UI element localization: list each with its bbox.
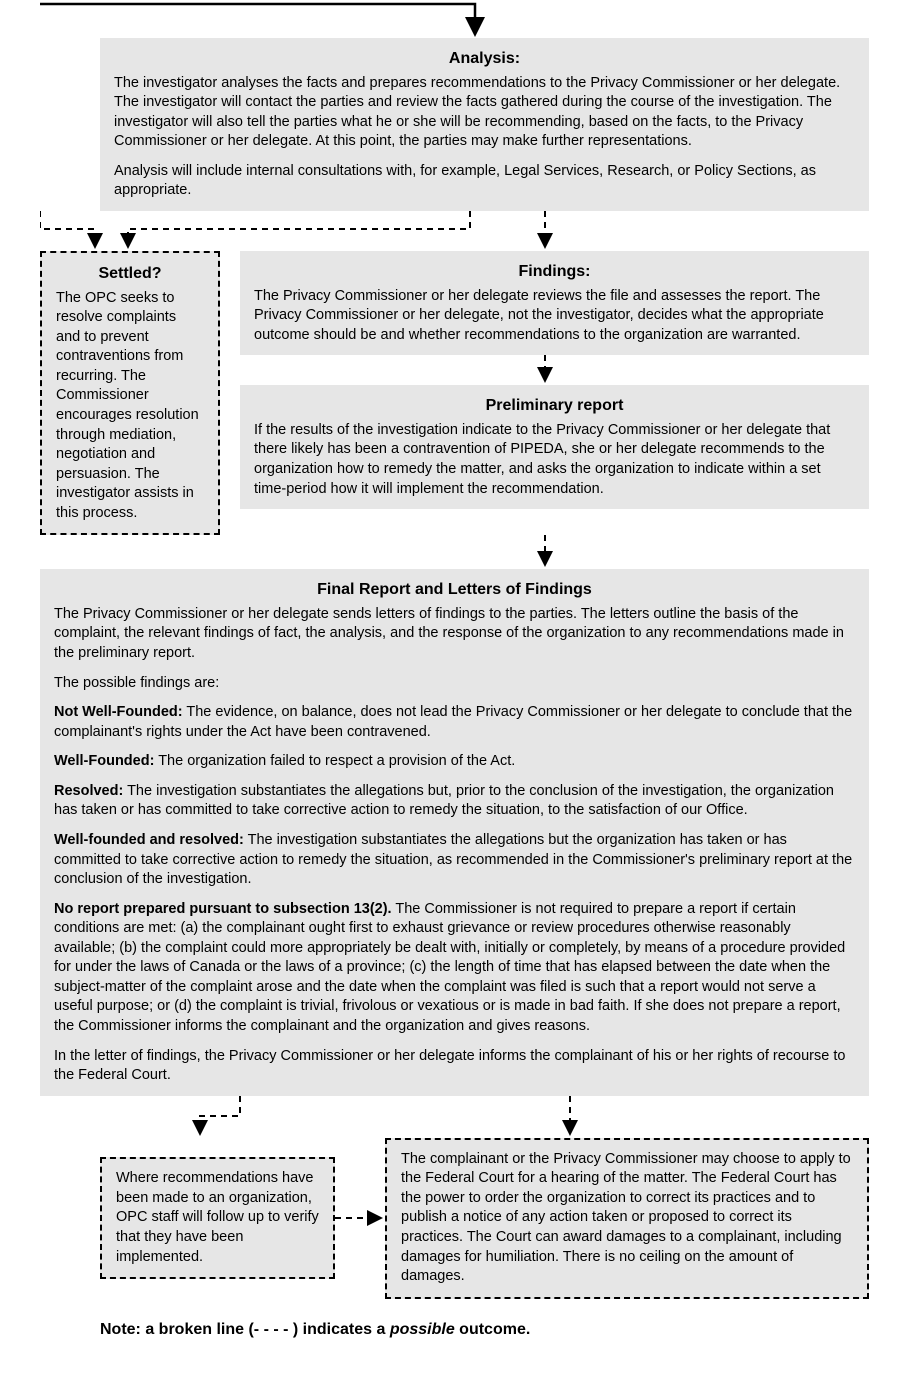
arrow-followup-to-court [335, 1208, 385, 1228]
prelim-body: If the results of the investigation indi… [254, 421, 855, 499]
bottom-row: Where recommendations have been made to … [100, 1138, 869, 1299]
court-box: The complainant or the Privacy Commissio… [385, 1138, 869, 1299]
final-nr: No report prepared pursuant to subsectio… [54, 900, 855, 1037]
prelim-box: Preliminary report If the results of the… [240, 385, 869, 509]
settled-title: Settled? [56, 263, 204, 285]
analysis-box: Analysis: The investigator analyses the … [100, 38, 869, 211]
arrow-top-entry [40, 0, 869, 38]
findings-body: The Privacy Commissioner or her delegate… [254, 287, 855, 346]
settled-body: The OPC seeks to resolve complaints and … [56, 289, 204, 524]
arrow-findings-to-prelim [240, 355, 869, 385]
settled-box: Settled? The OPC seeks to resolve compla… [40, 251, 220, 535]
final-report-box: Final Report and Letters of Findings The… [40, 569, 869, 1095]
findings-box: Findings: The Privacy Commissioner or he… [240, 251, 869, 355]
connector-final-down [40, 1096, 869, 1138]
final-p2: The possible findings are: [54, 674, 855, 694]
final-wf: Well-Founded: The organization failed to… [54, 752, 855, 772]
final-p1: The Privacy Commissioner or her delegate… [54, 605, 855, 664]
followup-body: Where recommendations have been made to … [116, 1169, 319, 1267]
analysis-p2: Analysis will include internal consultat… [114, 162, 855, 201]
arrow-prelim-to-final [40, 535, 869, 569]
final-res: Resolved: The investigation substantiate… [54, 782, 855, 821]
followup-box: Where recommendations have been made to … [100, 1157, 335, 1279]
final-nwf: Not Well-Founded: The evidence, on balan… [54, 703, 855, 742]
court-body: The complainant or the Privacy Commissio… [401, 1150, 853, 1287]
final-p3: In the letter of findings, the Privacy C… [54, 1047, 855, 1086]
analysis-title: Analysis: [114, 48, 855, 70]
final-title: Final Report and Letters of Findings [54, 579, 855, 601]
analysis-p1: The investigator analyses the facts and … [114, 74, 855, 152]
prelim-title: Preliminary report [254, 395, 855, 417]
connector-analysis-down [40, 211, 869, 251]
middle-row: Settled? The OPC seeks to resolve compla… [40, 251, 869, 535]
footnote: Note: a broken line (- - - - ) indicates… [100, 1319, 869, 1341]
final-wfr: Well-founded and resolved: The investiga… [54, 831, 855, 890]
findings-title: Findings: [254, 261, 855, 283]
